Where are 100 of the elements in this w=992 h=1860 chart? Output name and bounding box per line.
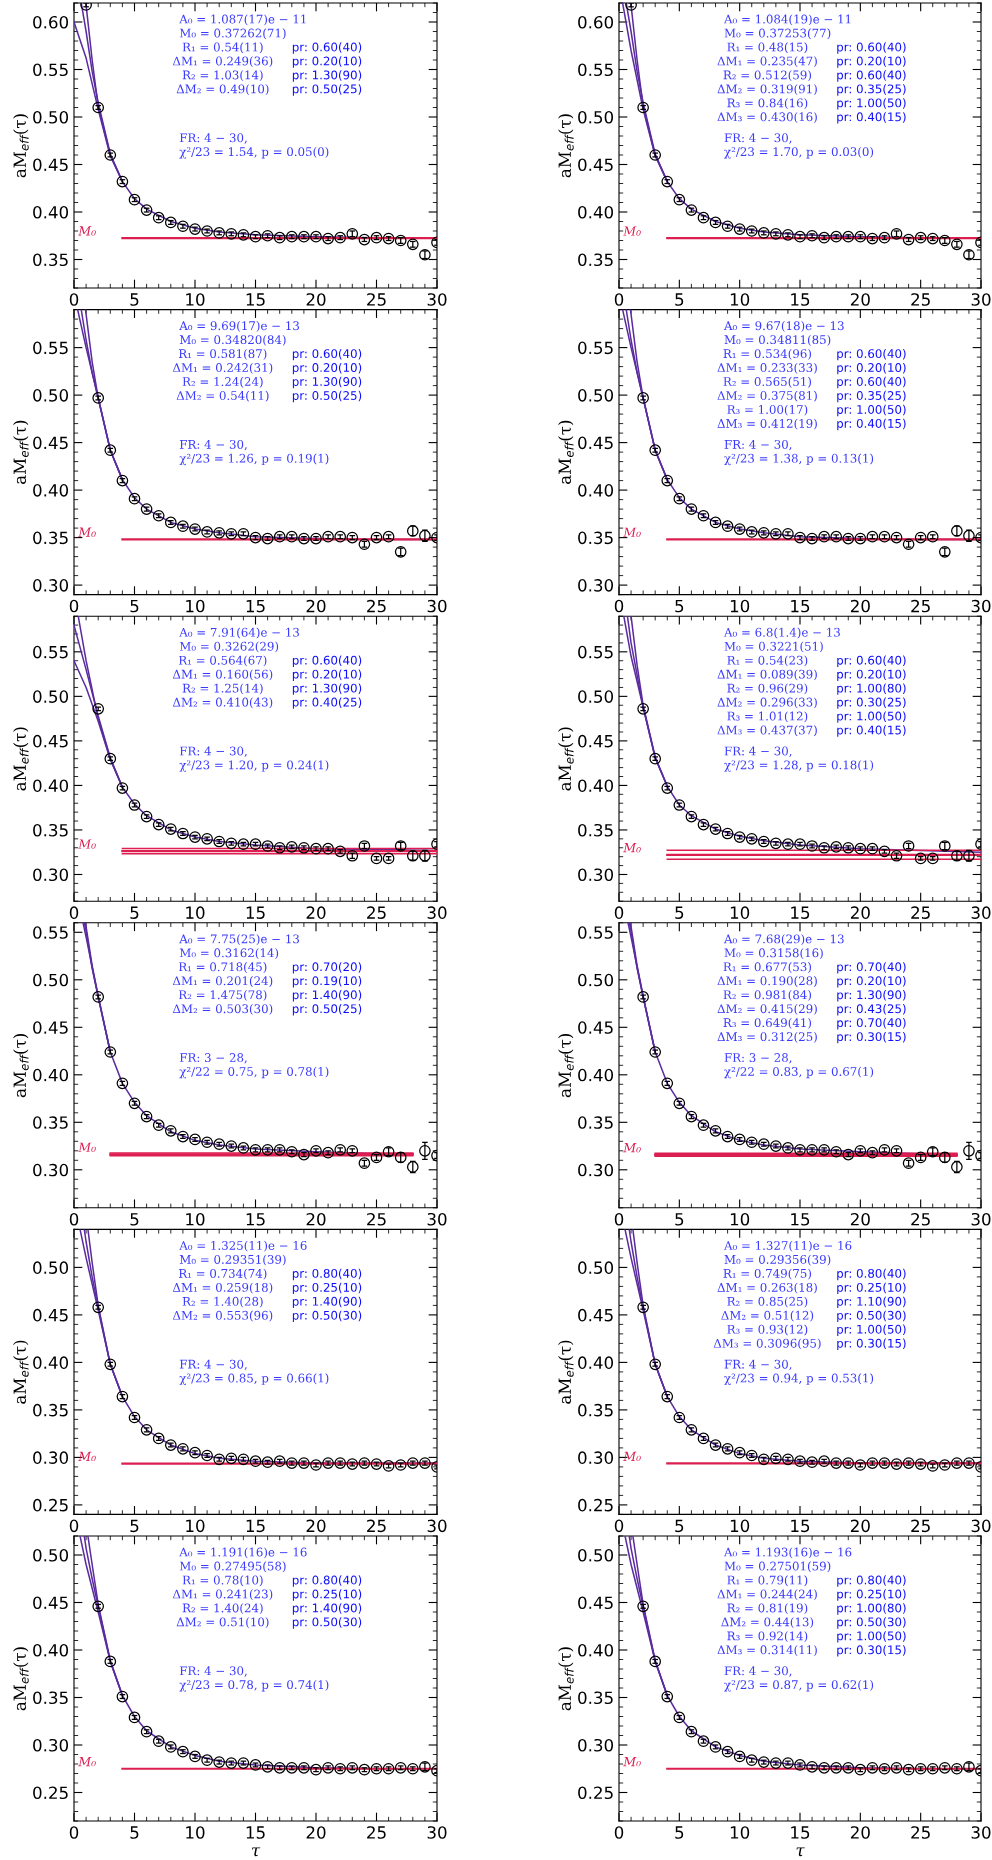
annotation: R₁ = 0.78(10) bbox=[182, 1575, 263, 1587]
annotation: pr: 1.00(50) bbox=[837, 1631, 906, 1643]
y-tick-label: 0.35 bbox=[578, 253, 613, 267]
y-tick-label: 0.35 bbox=[578, 1403, 613, 1417]
x-tick-label: 20 bbox=[306, 293, 326, 306]
y-tick-label: 0.45 bbox=[578, 436, 613, 450]
annotation: FR: 4 − 30, bbox=[179, 1359, 247, 1371]
y-tick-label: 0.40 bbox=[578, 1356, 614, 1369]
annotation: R₁ = 0.534(96) bbox=[723, 348, 812, 360]
x-tick-label: 10 bbox=[186, 1519, 205, 1533]
annotation: pr: 0.60(40) bbox=[837, 376, 906, 389]
y-axis-title: aM$_{eff}$(τ) bbox=[558, 1647, 574, 1711]
x-tick-label: 25 bbox=[911, 293, 930, 306]
annotation: R₂ = 0.512(59) bbox=[723, 70, 812, 82]
x-tick-label: 15 bbox=[791, 599, 810, 613]
x-tick-label: 30 bbox=[427, 293, 447, 306]
annotation: pr: 0.20(10) bbox=[837, 362, 906, 375]
annotation: χ²/23 = 1.20, p = 0.24(1) bbox=[179, 760, 329, 772]
annotation: FR: 4 − 30, bbox=[724, 1666, 792, 1677]
x-tick-label: 5 bbox=[130, 1519, 139, 1533]
annotation: pr: 0.25(10) bbox=[837, 1589, 906, 1601]
annotation: ΔM₂ = 0.54(11) bbox=[176, 390, 269, 402]
y-tick-label: 0.35 bbox=[33, 823, 68, 837]
x-tick-label: 5 bbox=[675, 906, 684, 919]
annotation: pr: 0.80(40) bbox=[837, 1268, 906, 1281]
annotation: M₀ = 0.3262(29) bbox=[179, 641, 279, 653]
annotation: pr: 1.00(80) bbox=[837, 1603, 906, 1615]
x-tick-label: 20 bbox=[306, 906, 326, 919]
x-tick-label: 15 bbox=[791, 293, 810, 306]
annotation: pr: 0.25(10) bbox=[837, 1282, 906, 1295]
y-tick-label: 0.60 bbox=[33, 15, 69, 29]
annotation: ΔM₂ = 0.44(13) bbox=[721, 1617, 814, 1629]
x-tick-label: 20 bbox=[306, 1212, 326, 1226]
y-tick-label: 0.35 bbox=[33, 1116, 68, 1129]
annotation: pr: 0.50(25) bbox=[292, 84, 362, 96]
annotation: R₂ = 1.24(24) bbox=[182, 376, 263, 388]
y-tick-label: 0.35 bbox=[33, 1403, 68, 1417]
annotation: FR: 4 − 30, bbox=[724, 746, 792, 757]
y-tick-label: 0.45 bbox=[578, 158, 613, 172]
y-tick-label: 0.40 bbox=[578, 779, 614, 792]
x-tick-label: 20 bbox=[850, 1212, 870, 1226]
annotation: R₂ = 0.85(25) bbox=[727, 1296, 808, 1308]
annotation: pr: 0.50(30) bbox=[292, 1310, 362, 1323]
y-tick-label: 0.35 bbox=[33, 1691, 68, 1705]
x-tick-label: 10 bbox=[186, 1212, 205, 1226]
annotation: pr: 0.60(40) bbox=[837, 348, 906, 361]
annotation: χ²/23 = 1.38, p = 0.13(1) bbox=[724, 453, 874, 466]
x-tick-label: 0 bbox=[69, 1519, 79, 1533]
y-tick-label: 0.30 bbox=[33, 1451, 69, 1464]
x-tick-label: 0 bbox=[614, 1826, 624, 1839]
x-tick-label: 10 bbox=[730, 599, 750, 613]
annotation: pr: 1.40(90) bbox=[292, 990, 362, 1002]
y-tick-label: 0.25 bbox=[33, 1498, 68, 1512]
y-axis-title: aM$_{eff}$(τ) bbox=[13, 420, 29, 484]
annotation: ΔM₂ = 0.410(43) bbox=[172, 697, 273, 709]
annotation: ΔM₁ = 0.263(18) bbox=[717, 1282, 817, 1294]
annotation: pr: 0.80(40) bbox=[292, 1268, 362, 1281]
annotation: pr: 0.40(15) bbox=[837, 418, 906, 431]
annotation: pr: 0.60(40) bbox=[292, 42, 362, 54]
series-label: M₀ bbox=[78, 1142, 96, 1152]
x-tick-label: 0 bbox=[69, 1212, 79, 1226]
annotation: R₂ = 0.81(19) bbox=[727, 1603, 808, 1615]
annotation: ΔM₃ = 0.430(16) bbox=[717, 112, 817, 123]
text: M₀ bbox=[623, 226, 641, 236]
y-tick-label: 0.50 bbox=[578, 690, 614, 703]
annotation: M₀ = 0.34811(85) bbox=[724, 334, 831, 346]
x-tick-label: 30 bbox=[971, 1212, 991, 1226]
annotation: FR: 3 − 28, bbox=[724, 1053, 792, 1064]
x-tick-label: 5 bbox=[675, 1213, 684, 1226]
x-tick-label: 10 bbox=[730, 1826, 750, 1839]
x-tick-label: 30 bbox=[971, 293, 991, 306]
annotation: χ²/23 = 0.87, p = 0.62(1) bbox=[724, 1679, 874, 1692]
annotation: pr: 1.40(90) bbox=[292, 1296, 362, 1309]
annotation: pr: 1.30(90) bbox=[292, 683, 362, 695]
annotation: M₀ = 0.27495(58) bbox=[179, 1561, 286, 1573]
annotation: pr: 1.00(50) bbox=[837, 98, 906, 110]
x-tick-label: 30 bbox=[427, 1826, 447, 1839]
annotation: R₁ = 0.564(67) bbox=[178, 655, 267, 667]
annotation: FR: 4 − 30, bbox=[724, 1359, 792, 1371]
annotation: ΔM₁ = 0.190(28) bbox=[717, 976, 817, 987]
annotation: pr: 1.30(90) bbox=[837, 990, 906, 1002]
annotation: χ²/23 = 1.70, p = 0.03(0) bbox=[724, 146, 874, 159]
y-tick-label: 0.55 bbox=[33, 341, 68, 355]
annotation: M₀ = 0.27501(59) bbox=[724, 1561, 831, 1573]
x-tick-label: 25 bbox=[367, 599, 386, 613]
annotation: ΔM₂ = 0.51(12) bbox=[721, 1310, 814, 1322]
annotation: pr: 1.00(50) bbox=[837, 404, 906, 417]
annotation: R₁ = 0.54(11) bbox=[182, 42, 263, 54]
annotation: FR: 4 − 30, bbox=[724, 133, 792, 144]
y-tick-label: 0.50 bbox=[33, 110, 69, 124]
annotation: R₂ = 1.40(28) bbox=[182, 1296, 263, 1308]
annotation: pr: 0.43(25) bbox=[837, 1004, 906, 1016]
y-tick-label: 0.50 bbox=[578, 973, 614, 987]
y-tick-label: 0.45 bbox=[33, 1308, 68, 1322]
x-tick-label: 25 bbox=[367, 1826, 386, 1839]
y-tick-label: 0.30 bbox=[578, 579, 614, 592]
y-tick-label: 0.35 bbox=[578, 1691, 613, 1705]
y-tick-label: 0.40 bbox=[578, 205, 614, 219]
annotation: pr: 0.20(10) bbox=[292, 669, 362, 681]
annotation: ΔM₁ = 0.160(56) bbox=[172, 669, 273, 681]
